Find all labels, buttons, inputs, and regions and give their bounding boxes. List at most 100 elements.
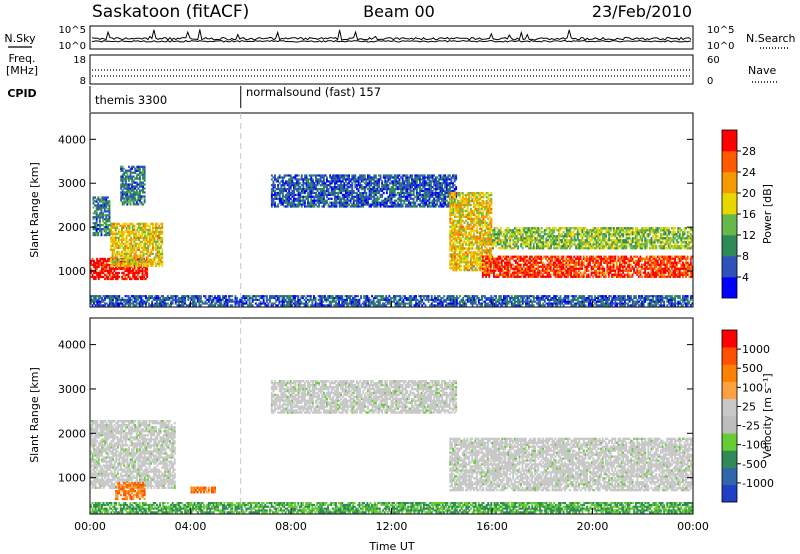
data-cell	[158, 256, 161, 259]
data-cell	[546, 265, 549, 268]
data-cell	[565, 273, 568, 276]
data-cell	[307, 191, 309, 195]
data-cell	[95, 198, 98, 201]
data-cell	[437, 178, 440, 181]
data-cell	[365, 180, 368, 183]
data-cell	[504, 265, 506, 268]
data-cell	[465, 233, 467, 236]
data-cell	[132, 197, 135, 200]
data-cell	[343, 189, 346, 193]
data-cell	[108, 212, 111, 215]
data-cell	[404, 188, 407, 191]
data-cell	[124, 169, 127, 172]
data-cell	[634, 259, 637, 262]
data-cell	[452, 182, 454, 185]
data-cell	[532, 247, 535, 250]
data-cell	[457, 225, 460, 228]
data-cell	[641, 263, 643, 266]
data-cell	[482, 261, 485, 264]
data-cell	[155, 244, 157, 247]
data-cell	[604, 275, 607, 278]
data-cell	[357, 176, 360, 179]
data-cell	[139, 171, 141, 174]
data-cell	[92, 216, 95, 219]
data-cell	[384, 199, 387, 202]
data-cell	[136, 277, 139, 281]
data-cell	[537, 239, 540, 242]
data-cell	[401, 205, 404, 208]
data-cell	[412, 191, 415, 195]
data-cell	[349, 184, 352, 187]
data-cell	[573, 259, 576, 262]
data-cell	[326, 189, 328, 193]
data-cell	[626, 265, 629, 268]
data-cell	[374, 191, 377, 195]
data-cell	[142, 246, 145, 249]
data-cell	[521, 229, 524, 232]
data-cell	[113, 242, 116, 245]
data-cell	[374, 193, 377, 196]
data-cell	[463, 221, 466, 224]
data-cell	[305, 188, 308, 191]
data-cell	[423, 176, 426, 179]
data-cell	[140, 165, 143, 168]
data-cell	[455, 197, 458, 201]
data-cell	[105, 277, 108, 281]
data-cell	[289, 201, 292, 204]
data-cell	[310, 180, 313, 183]
data-cell	[124, 224, 126, 227]
data-cell	[490, 209, 493, 213]
data-cell	[362, 176, 365, 179]
data-cell	[653, 273, 656, 276]
data-cell	[682, 257, 684, 260]
data-cell	[465, 261, 467, 264]
data-cell	[139, 224, 142, 227]
data-cell	[93, 275, 95, 279]
data-cell	[444, 203, 447, 206]
data-cell	[663, 263, 665, 266]
data-cell	[463, 267, 466, 270]
data-cell	[111, 242, 114, 245]
data-cell	[390, 180, 393, 183]
data-cell	[270, 184, 273, 187]
data-cell	[445, 205, 448, 208]
data-cell	[356, 201, 358, 204]
data-cell	[680, 273, 683, 276]
data-cell	[581, 273, 584, 276]
data-cell	[529, 247, 532, 250]
data-cell	[685, 275, 687, 278]
data-cell	[327, 191, 330, 195]
data-cell	[159, 246, 162, 249]
data-cell	[115, 275, 117, 279]
data-cell	[595, 271, 598, 274]
data-cell	[107, 257, 110, 261]
data-cell	[142, 222, 145, 225]
data-cell	[428, 188, 431, 191]
data-cell	[471, 194, 474, 197]
data-cell	[94, 261, 97, 265]
data-cell	[141, 240, 143, 243]
data-cell	[534, 241, 537, 244]
data-cell	[97, 206, 100, 209]
data-cell	[488, 247, 491, 250]
data-cell	[480, 249, 483, 252]
data-cell	[457, 255, 460, 258]
data-cell	[559, 273, 561, 276]
data-cell	[153, 238, 156, 241]
data-cell	[652, 275, 654, 278]
data-cell	[278, 191, 281, 195]
data-cell	[431, 174, 434, 177]
data-cell	[283, 195, 286, 198]
data-cell	[401, 184, 404, 187]
data-cell	[419, 191, 421, 195]
data-cell	[492, 233, 494, 236]
data-cell	[471, 263, 474, 266]
data-cell	[103, 230, 106, 233]
data-cell	[348, 186, 350, 189]
data-cell	[138, 271, 141, 275]
data-cell	[683, 269, 686, 272]
data-cell	[359, 174, 361, 177]
data-cell	[139, 234, 142, 237]
data-cell	[460, 233, 463, 236]
data-cell	[532, 275, 535, 278]
